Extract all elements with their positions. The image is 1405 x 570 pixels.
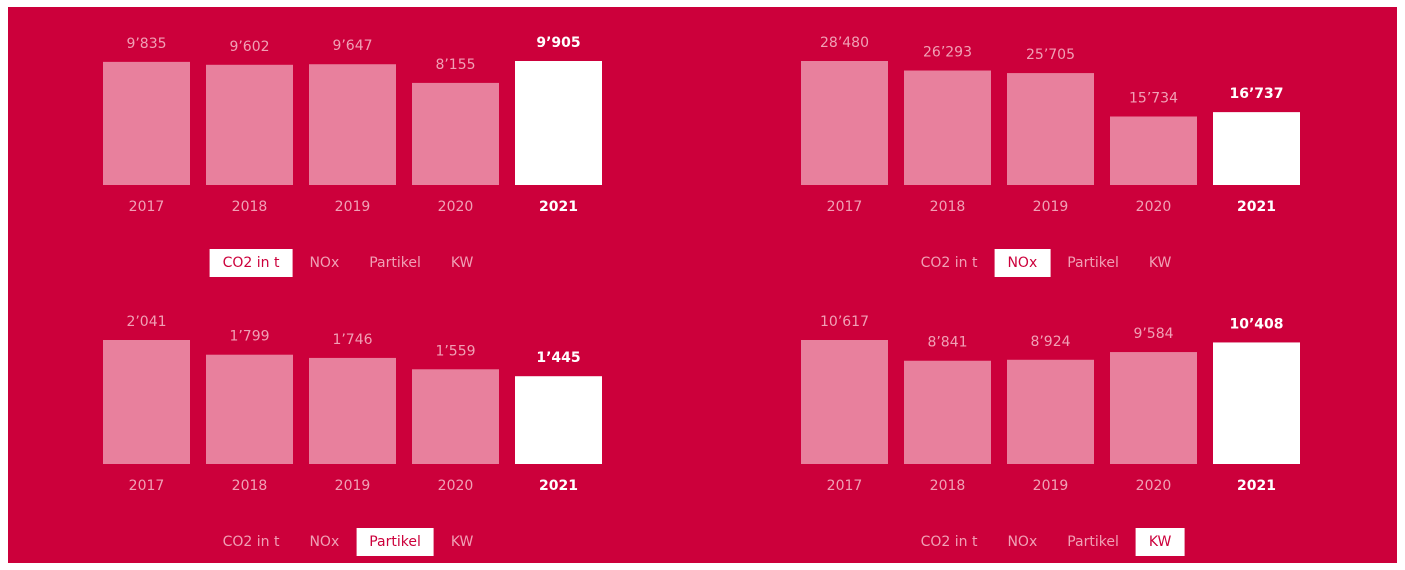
tab[interactable]: CO2 in t bbox=[920, 255, 978, 271]
tab[interactable]: CO2 in t bbox=[209, 249, 293, 277]
tab-bar: CO2 in t NOx Partikel KW bbox=[908, 528, 1185, 556]
value-label: 26’293 bbox=[923, 45, 972, 61]
tab[interactable]: CO2 in t bbox=[920, 534, 978, 550]
bar bbox=[1110, 116, 1197, 185]
x-tick-label: 2019 bbox=[335, 478, 371, 494]
bar bbox=[801, 61, 888, 185]
x-tick-label: 2018 bbox=[930, 478, 966, 494]
tab-bar: CO2 in t NOx Partikel KW bbox=[908, 249, 1185, 277]
bar bbox=[904, 360, 991, 464]
value-label: 25’705 bbox=[1026, 47, 1075, 63]
x-tick-label: 2021 bbox=[539, 478, 578, 494]
value-label: 9’905 bbox=[536, 35, 580, 51]
x-tick-label: 2018 bbox=[232, 478, 268, 494]
tab[interactable]: Partikel bbox=[356, 528, 434, 556]
bar bbox=[1007, 359, 1094, 464]
value-label: 28’480 bbox=[820, 35, 869, 51]
x-tick-label: 2020 bbox=[438, 199, 474, 215]
x-tick-label: 2017 bbox=[827, 199, 863, 215]
tab-bar: CO2 in t NOx Partikel KW bbox=[209, 249, 487, 277]
tab[interactable]: NOx bbox=[309, 255, 340, 271]
bar bbox=[1110, 352, 1197, 464]
bar bbox=[206, 354, 293, 464]
bar bbox=[904, 70, 991, 185]
bar bbox=[515, 376, 602, 464]
value-label: 1’799 bbox=[229, 329, 269, 345]
tab[interactable]: KW bbox=[1148, 255, 1172, 271]
x-tick-label: 2019 bbox=[335, 199, 371, 215]
bar bbox=[1213, 112, 1300, 185]
bar bbox=[103, 340, 190, 464]
value-label: 8’924 bbox=[1030, 334, 1070, 350]
tab[interactable]: NOx bbox=[994, 249, 1051, 277]
value-label: 16’737 bbox=[1229, 86, 1283, 102]
tab-bar: CO2 in t NOx Partikel KW bbox=[210, 528, 487, 556]
value-label: 9’647 bbox=[332, 38, 372, 54]
value-label: 1’746 bbox=[332, 332, 372, 348]
tab[interactable]: KW bbox=[450, 255, 474, 271]
panel: 9’835 2017 9’602 2018 9’647 2019 8’155 2020 9’90… bbox=[8, 7, 1397, 563]
bar bbox=[103, 61, 190, 185]
x-tick-label: 2020 bbox=[1136, 478, 1172, 494]
x-tick-label: 2020 bbox=[1136, 199, 1172, 215]
tab[interactable]: KW bbox=[1135, 528, 1185, 556]
x-tick-label: 2019 bbox=[1033, 199, 1069, 215]
tab[interactable]: Partikel bbox=[369, 255, 421, 271]
bar bbox=[412, 369, 499, 464]
tab[interactable]: Partikel bbox=[1067, 255, 1119, 271]
value-label: 15’734 bbox=[1129, 90, 1178, 106]
x-tick-label: 2017 bbox=[827, 478, 863, 494]
value-label: 1’559 bbox=[435, 343, 475, 359]
x-tick-label: 2021 bbox=[1237, 199, 1276, 215]
bar bbox=[801, 340, 888, 464]
x-tick-label: 2017 bbox=[129, 199, 165, 215]
x-tick-label: 2018 bbox=[232, 199, 268, 215]
value-label: 10’617 bbox=[820, 314, 869, 330]
tab[interactable]: NOx bbox=[1007, 534, 1038, 550]
x-tick-label: 2019 bbox=[1033, 478, 1069, 494]
value-label: 10’408 bbox=[1229, 316, 1283, 332]
x-tick-label: 2017 bbox=[129, 478, 165, 494]
value-label: 2’041 bbox=[126, 314, 166, 330]
tab[interactable]: Partikel bbox=[1067, 534, 1119, 550]
tab[interactable]: KW bbox=[450, 534, 474, 550]
bar bbox=[515, 61, 602, 185]
x-tick-label: 2021 bbox=[539, 199, 578, 215]
value-label: 8’841 bbox=[927, 335, 967, 351]
charts: 9’835 2017 9’602 2018 9’647 2019 8’155 2020 9’90… bbox=[103, 35, 1300, 494]
x-tick-label: 2020 bbox=[438, 478, 474, 494]
bar bbox=[1213, 342, 1300, 464]
tab[interactable]: CO2 in t bbox=[222, 534, 280, 550]
value-label: 1’445 bbox=[536, 350, 580, 366]
bar bbox=[309, 64, 396, 185]
tab[interactable]: NOx bbox=[309, 534, 340, 550]
bar bbox=[309, 357, 396, 464]
bar bbox=[412, 82, 499, 185]
x-tick-label: 2018 bbox=[930, 199, 966, 215]
bar bbox=[1007, 73, 1094, 185]
value-label: 9’602 bbox=[229, 39, 269, 55]
x-tick-label: 2021 bbox=[1237, 478, 1276, 494]
value-label: 8’155 bbox=[435, 57, 475, 73]
value-label: 9’584 bbox=[1133, 326, 1173, 342]
bar bbox=[206, 64, 293, 185]
value-label: 9’835 bbox=[126, 36, 166, 52]
